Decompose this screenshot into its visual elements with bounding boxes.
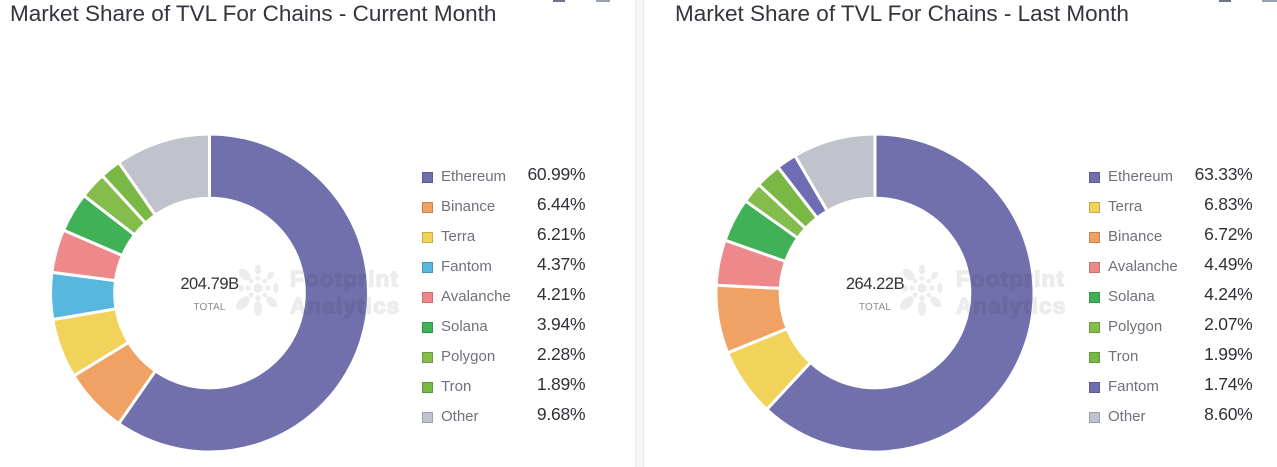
svg-text:Footprint: Footprint — [290, 267, 399, 292]
svg-text:Footprint: Footprint — [956, 267, 1065, 292]
svg-text:Analytics: Analytics — [956, 294, 1066, 319]
svg-text:Analytics: Analytics — [290, 294, 400, 319]
